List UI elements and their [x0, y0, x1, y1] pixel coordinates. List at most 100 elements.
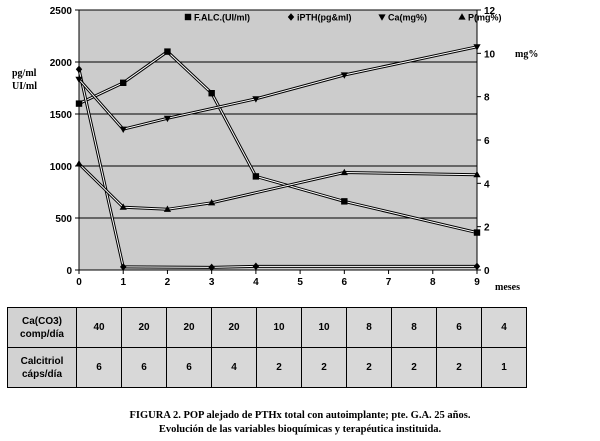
- data-point: [119, 203, 127, 210]
- data-point: [378, 14, 386, 21]
- data-point: [163, 115, 172, 123]
- row-label-line1: Calcitriol: [20, 355, 64, 367]
- data-point: [184, 13, 192, 21]
- series-line: [78, 163, 478, 210]
- table-cell: 6: [166, 347, 212, 388]
- plot-area: [78, 9, 478, 271]
- y-left-tick-label: 2000: [50, 58, 73, 69]
- data-point: [252, 173, 260, 180]
- legend-item: P(mg%): [458, 13, 502, 23]
- legend: F.ALC.(UI/ml) iPTH(pg&ml) Ca(mg%) P(mg%): [184, 13, 502, 23]
- y-left-tick-label: 2500: [50, 6, 73, 17]
- data-point: [163, 205, 172, 212]
- legend-label: P(mg%): [468, 13, 502, 23]
- y-right-tick-label: 0: [484, 266, 490, 277]
- data-point: [119, 126, 127, 133]
- series-triangle-up: [75, 160, 481, 212]
- row-label-line2: comp/día: [20, 328, 64, 340]
- table-cell: 20: [211, 307, 257, 348]
- y-left-tick-label: 1000: [50, 162, 73, 173]
- table-cell: 2: [346, 347, 392, 388]
- y-left-tick-label: 500: [55, 214, 72, 225]
- y-right-tick-label: 6: [484, 136, 490, 147]
- data-point: [75, 160, 83, 167]
- legend-label: Ca(mg%): [388, 13, 427, 23]
- y-left-tick-label: 0: [66, 266, 72, 277]
- legend-item: Ca(mg%): [378, 13, 427, 23]
- y-left-label-line1: pg/ml: [12, 68, 37, 79]
- x-axis: 0 1 2 3 4 5 6 7 8 9: [76, 270, 480, 288]
- table-cell: 8: [346, 307, 392, 348]
- table-cell: 6: [76, 347, 122, 388]
- y-right-label: mg%: [515, 49, 538, 60]
- x-tick-label: 0: [76, 277, 82, 288]
- row-label-line1: Ca(CO3): [21, 315, 62, 327]
- table-cell: 2: [301, 347, 347, 388]
- series-diamond: [75, 65, 481, 272]
- data-point: [340, 72, 348, 79]
- left-axis: 0 500 1000 1500 2000 2500: [50, 6, 79, 277]
- table-cell: 2: [391, 347, 437, 388]
- data-point: [340, 168, 348, 176]
- legend-item: iPTH(pg&ml): [287, 13, 352, 23]
- y-right-tick-label: 4: [484, 179, 490, 190]
- table-cell: 8: [391, 307, 437, 348]
- data-point: [458, 13, 466, 20]
- series-square: [75, 48, 481, 236]
- table-row: Calcitriol cáps/día 6 6 6 4 2 2 2 2 2 1: [7, 347, 527, 388]
- data-point: [120, 263, 127, 271]
- table-row: Ca(CO3) comp/día 40 20 20 20 10 10 8 8 6 …: [7, 307, 527, 348]
- caption-line1: FIGURA 2. POP alejado de PTHx total con …: [129, 410, 471, 421]
- x-tick-label: 3: [209, 277, 215, 288]
- x-axis-label: meses: [495, 282, 520, 293]
- x-tick-label: 8: [430, 277, 436, 288]
- data-point: [208, 263, 215, 272]
- x-tick-label: 2: [165, 277, 171, 288]
- data-point: [75, 100, 83, 107]
- series-layer: [75, 44, 481, 272]
- y-right-tick-label: 12: [484, 6, 496, 17]
- x-tick-label: 9: [474, 277, 480, 288]
- data-point: [164, 48, 171, 55]
- row-label: Calcitriol cáps/día: [7, 347, 77, 388]
- data-point: [120, 79, 127, 86]
- data-point: [208, 90, 215, 97]
- table-cell: 20: [166, 307, 212, 348]
- y-left-label-line2: UI/ml: [12, 81, 37, 92]
- table-cell: 1: [481, 347, 527, 388]
- x-tick-label: 7: [386, 277, 392, 288]
- y-left-tick-label: 1500: [50, 110, 73, 121]
- data-point: [208, 199, 216, 206]
- data-point: [252, 262, 260, 271]
- legend-label: iPTH(pg&ml): [297, 13, 352, 23]
- legend-label: F.ALC.(UI/ml): [194, 13, 250, 23]
- x-tick-label: 6: [342, 277, 348, 288]
- data-point: [473, 262, 481, 271]
- y-right-tick-label: 2: [484, 223, 490, 234]
- dose-table: Ca(CO3) comp/día 40 20 20 20 10 10 8 8 6 …: [7, 307, 527, 388]
- data-point: [75, 76, 83, 84]
- table-cell: 10: [301, 307, 347, 348]
- legend-item: F.ALC.(UI/ml): [184, 13, 250, 23]
- y-right-tick-label: 8: [484, 93, 490, 104]
- table-cell: 10: [256, 307, 302, 348]
- figure-caption: FIGURA 2. POP alejado de PTHx total con …: [0, 409, 600, 437]
- table-cell: 6: [121, 347, 167, 388]
- right-axis: 0 2 4 6 8 10 12: [477, 6, 496, 277]
- table-cell: 4: [211, 347, 257, 388]
- data-point: [473, 170, 481, 178]
- data-point: [473, 229, 481, 236]
- data-point: [252, 96, 260, 103]
- table-cell: 4: [481, 307, 527, 348]
- x-tick-label: 5: [297, 277, 303, 288]
- x-tick-label: 1: [120, 277, 126, 288]
- row-label: Ca(CO3) comp/día: [7, 307, 77, 348]
- table-cell: 40: [76, 307, 122, 348]
- data-point: [473, 44, 481, 51]
- table-cell: 20: [121, 307, 167, 348]
- caption-line2: Evolución de las variables bioquímicas y…: [158, 424, 442, 435]
- series-triangle-down: [75, 44, 481, 133]
- data-point: [341, 198, 348, 205]
- series-line: [78, 46, 478, 130]
